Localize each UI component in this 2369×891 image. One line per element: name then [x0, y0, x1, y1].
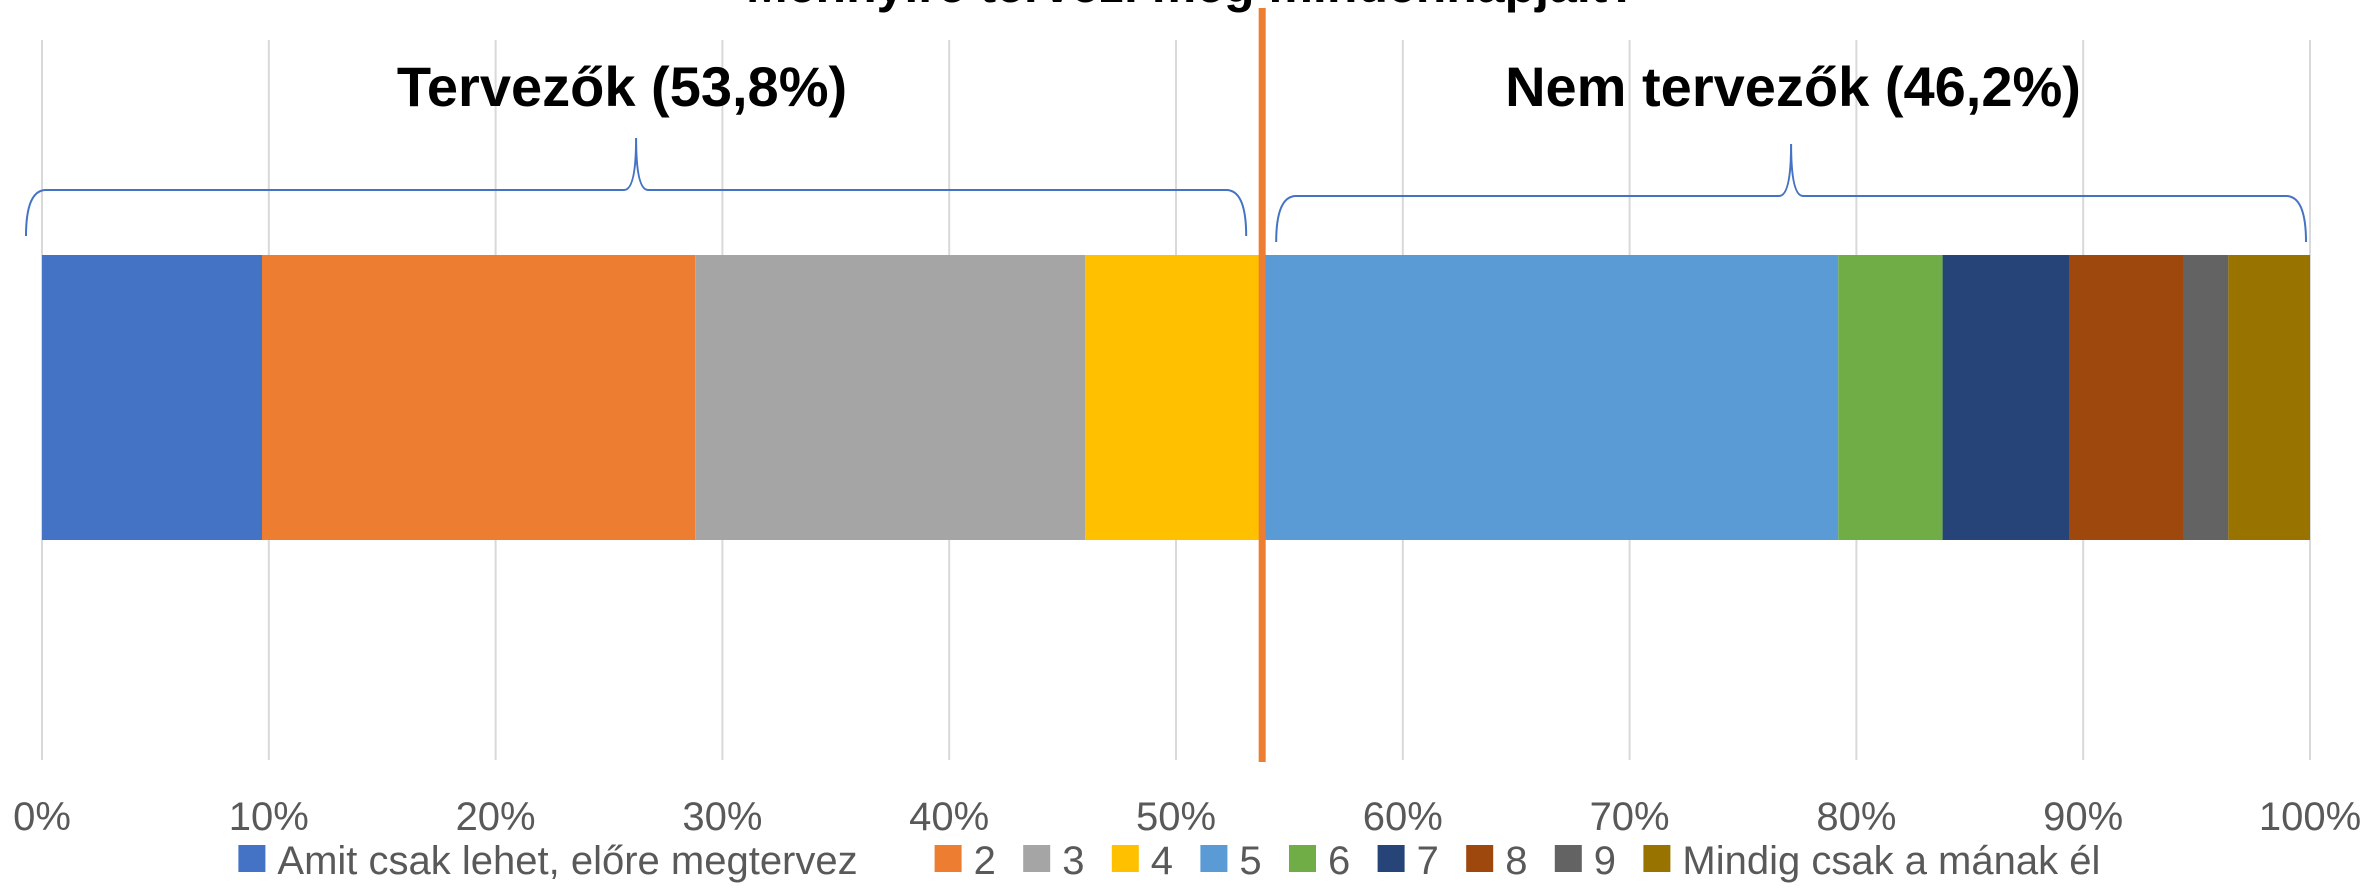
legend-swatch-3	[1023, 845, 1051, 872]
legend-label-9: 9	[1594, 839, 1616, 883]
bar-segment-7	[1942, 255, 2070, 540]
bar-segment-4	[1085, 255, 1263, 540]
x-tick-label: 50%	[1136, 795, 1216, 839]
x-tick-label: 60%	[1363, 795, 1443, 839]
brace-tervezok	[25, 137, 1248, 237]
x-tick-label: 70%	[1590, 795, 1670, 839]
legend-label-2: 2	[974, 839, 996, 883]
x-tick-label: 100%	[2259, 795, 2361, 839]
legend-swatch-4	[1111, 845, 1139, 872]
x-tick-label: 90%	[2043, 795, 2123, 839]
legend-swatch-6	[1289, 845, 1316, 872]
brace-nem-tervezok	[1275, 143, 2307, 243]
chart-title: Mennyire tervezi meg mindennapjait?	[746, 0, 1638, 13]
legend-label-7: 7	[1417, 839, 1439, 883]
bar-segment-8	[2069, 255, 2183, 540]
x-tick-label: 0%	[13, 795, 71, 839]
legend-label-6: 6	[1328, 839, 1350, 883]
group-label-tervezok: Tervezők (53,8%)	[397, 55, 847, 118]
bar-segment-1	[42, 255, 262, 540]
legend-label-1: Amit csak lehet, előre megtervez	[277, 839, 857, 883]
bar-segment-6	[1838, 255, 1943, 540]
bar-segment-10	[2228, 255, 2310, 540]
x-tick-label: 20%	[456, 795, 536, 839]
legend-label-5: 5	[1239, 839, 1261, 883]
group-label-nem-tervezok: Nem tervezők (46,2%)	[1505, 55, 2081, 118]
bar-segment-5	[1262, 255, 1839, 540]
legend-label-8: 8	[1505, 839, 1527, 883]
legend-swatch-1	[238, 845, 266, 872]
x-tick-label: 30%	[682, 795, 762, 839]
bar-segment-3	[695, 255, 1086, 540]
bar-segment-2	[261, 255, 696, 540]
x-tick-label: 80%	[1816, 795, 1896, 839]
legend-swatch-10	[1643, 845, 1671, 872]
legend-label-4: 4	[1151, 839, 1173, 883]
legend-label-10: Mindig csak a mának él	[1682, 839, 2100, 883]
legend-swatch-8	[1466, 845, 1494, 872]
x-tick-label: 10%	[229, 795, 309, 839]
legend-label-3: 3	[1062, 839, 1084, 883]
legend-swatch-2	[934, 845, 962, 872]
legend-swatch-5	[1200, 845, 1228, 872]
legend-swatch-9	[1554, 845, 1582, 872]
x-tick-label: 40%	[909, 795, 989, 839]
bar-segment-9	[2182, 255, 2229, 540]
legend-swatch-7	[1377, 845, 1405, 872]
